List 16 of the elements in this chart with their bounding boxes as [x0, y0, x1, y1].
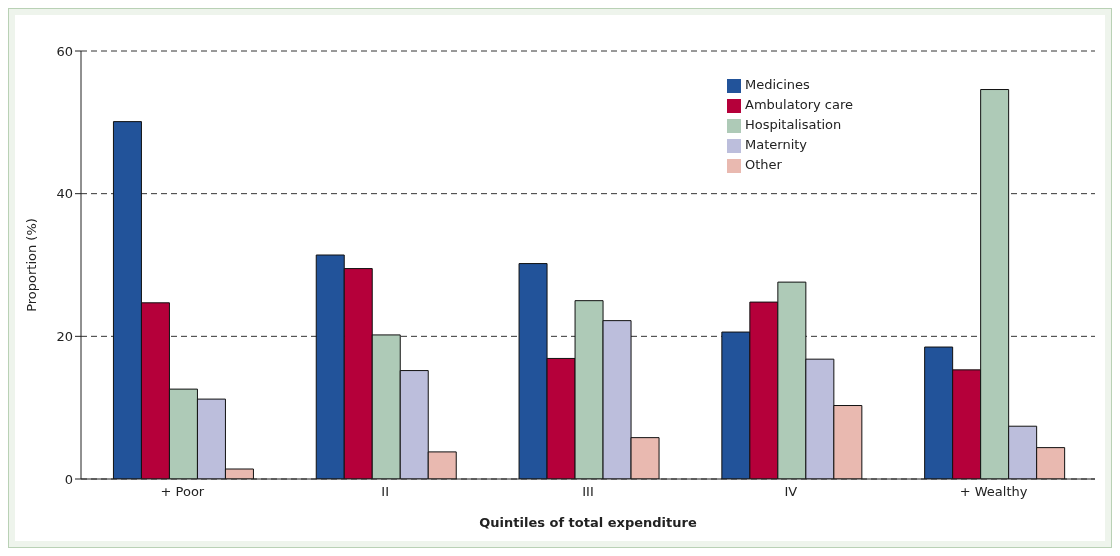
x-axis-title: Quintiles of total expenditure — [479, 515, 697, 530]
legend-label: Ambulatory care — [745, 97, 854, 112]
x-tick-label: + Wealthy — [959, 484, 1028, 500]
x-tick-label: + Poor — [160, 484, 205, 500]
y-axis-title: Proportion (%) — [23, 218, 39, 312]
legend-label: Other — [745, 157, 782, 172]
legend-label: Maternity — [745, 137, 808, 152]
x-tick-label: II — [381, 484, 390, 500]
x-tick-label: III — [582, 484, 594, 500]
y-tick-label: 60 — [56, 43, 73, 59]
x-tick-label: IV — [784, 484, 798, 500]
y-tick-label: 0 — [64, 471, 73, 487]
legend-label: Medicines — [745, 77, 810, 92]
y-tick-label: 20 — [56, 328, 73, 344]
y-tick-label: 40 — [56, 186, 73, 202]
legend-label: Hospitalisation — [745, 117, 842, 132]
